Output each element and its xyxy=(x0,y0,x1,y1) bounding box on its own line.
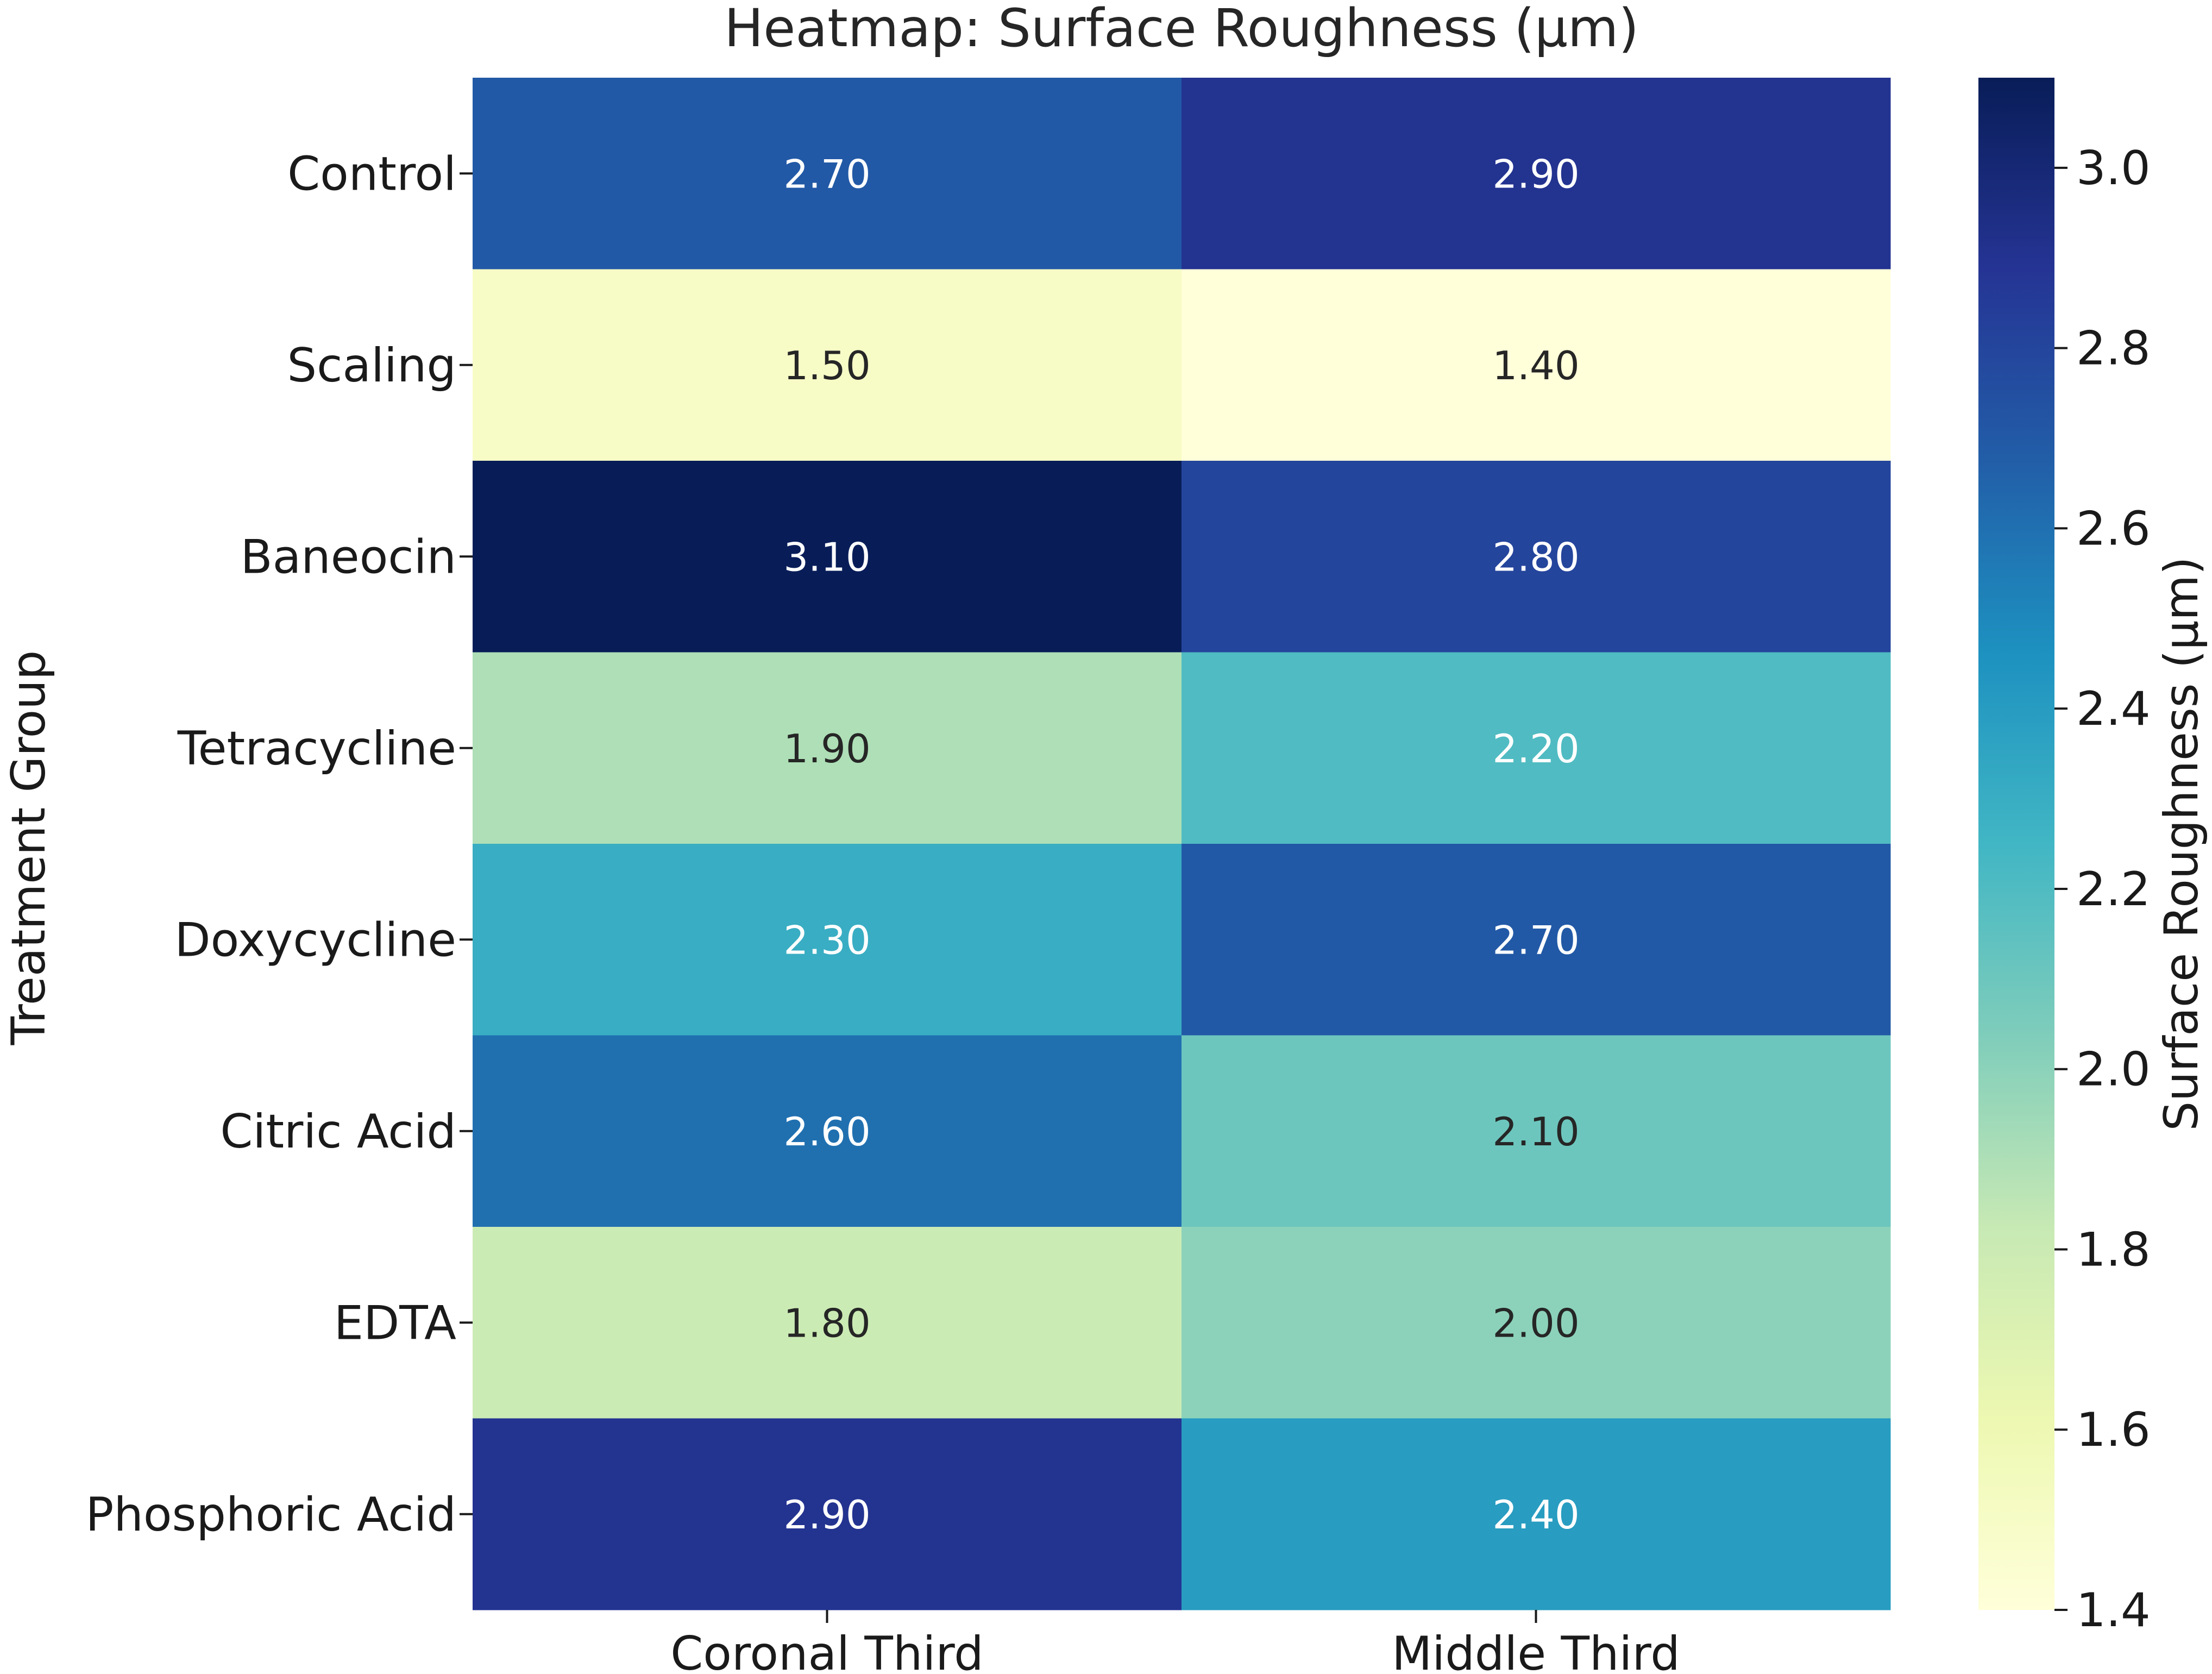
heatmap-cell xyxy=(1182,461,1891,653)
colorbar-tick-label: 1.4 xyxy=(2076,1583,2151,1638)
y-tick-label: Scaling xyxy=(287,338,456,393)
heatmap-cell xyxy=(473,1035,1182,1227)
heatmap-cell xyxy=(473,461,1182,653)
cell-value-label: 2.40 xyxy=(1492,1492,1579,1538)
cell-value-label: 1.50 xyxy=(783,343,870,388)
heatmap-cell xyxy=(1182,652,1891,844)
cell-value-label: 2.60 xyxy=(783,1109,870,1155)
cell-value-label: 2.00 xyxy=(1492,1300,1579,1346)
colorbar-tick-label: 2.6 xyxy=(2076,501,2151,556)
x-axis-ticks: Coronal Third Middle Third xyxy=(670,1610,1680,1674)
colorbar-tick-label: 1.8 xyxy=(2076,1222,2151,1277)
cell-value-label: 3.10 xyxy=(783,534,870,580)
colorbar-tick-label: 3.0 xyxy=(2076,141,2151,196)
heatmap-cell xyxy=(473,844,1182,1036)
chart-title: Heatmap: Surface Roughness (µm) xyxy=(724,0,1639,59)
heatmap-cell xyxy=(473,652,1182,844)
cell-value-label: 1.80 xyxy=(783,1300,870,1346)
cell-value-label: 2.80 xyxy=(1492,534,1579,580)
colorbar-tick-label: 1.6 xyxy=(2076,1403,2151,1457)
colorbar-tick-label: 2.2 xyxy=(2076,862,2151,917)
heatmap-cell xyxy=(473,78,1182,269)
colorbar xyxy=(1978,78,2054,1610)
y-tick-label: Control xyxy=(287,147,456,201)
colorbar-tick-label: 2.8 xyxy=(2076,322,2151,376)
heatmap-cell xyxy=(1182,269,1891,461)
heatmap-cell xyxy=(473,1418,1182,1610)
cell-value-label: 2.90 xyxy=(1492,151,1579,197)
heatmap-cell xyxy=(1182,844,1891,1036)
y-axis-ticks: Control Scaling Baneocin Tetracycline Doxycy… xyxy=(86,147,473,1542)
cell-value-label: 1.40 xyxy=(1492,343,1579,388)
cell-value-label: 2.20 xyxy=(1492,726,1579,772)
y-tick-label: Doxycycline xyxy=(174,913,456,967)
heatmap-cell xyxy=(473,269,1182,461)
cell-value-label: 2.70 xyxy=(1492,917,1579,963)
heatmap-cell xyxy=(1182,78,1891,269)
x-tick-label: Coronal Third xyxy=(670,1627,984,1674)
y-axis-label: Treatment Group xyxy=(2,650,56,1046)
colorbar-tick-label: 2.4 xyxy=(2076,682,2151,736)
cell-value-label: 1.90 xyxy=(783,726,870,772)
y-tick-label: Phosphoric Acid xyxy=(86,1488,456,1542)
heatmap-cell xyxy=(1182,1227,1891,1419)
heatmap-cell xyxy=(1182,1035,1891,1227)
y-tick-label: Citric Acid xyxy=(220,1105,456,1159)
colorbar-label: Surface Roughness (µm) xyxy=(2154,556,2209,1131)
heatmap-cell xyxy=(473,1227,1182,1419)
colorbar-ticks: 1.4 1.6 1.8 2.0 2.2 2.4 2.6 2.8 3.0 xyxy=(2054,141,2151,1638)
y-tick-label: Baneocin xyxy=(241,530,456,584)
cell-value-label: 2.10 xyxy=(1492,1109,1579,1155)
cell-value-label: 2.90 xyxy=(783,1492,870,1538)
heatmap-cell xyxy=(1182,1418,1891,1610)
colorbar-tick-label: 2.0 xyxy=(2076,1043,2151,1097)
cell-value-label: 2.70 xyxy=(783,151,870,197)
x-tick-label: Middle Third xyxy=(1392,1627,1680,1674)
y-tick-label: EDTA xyxy=(334,1296,456,1350)
y-tick-label: Tetracycline xyxy=(177,722,456,776)
heatmap-cells: 2.70 2.90 1.50 1.40 3.10 2.80 1.90 2.20 2.30 2.70… xyxy=(473,78,1891,1610)
cell-value-label: 2.30 xyxy=(783,917,870,963)
